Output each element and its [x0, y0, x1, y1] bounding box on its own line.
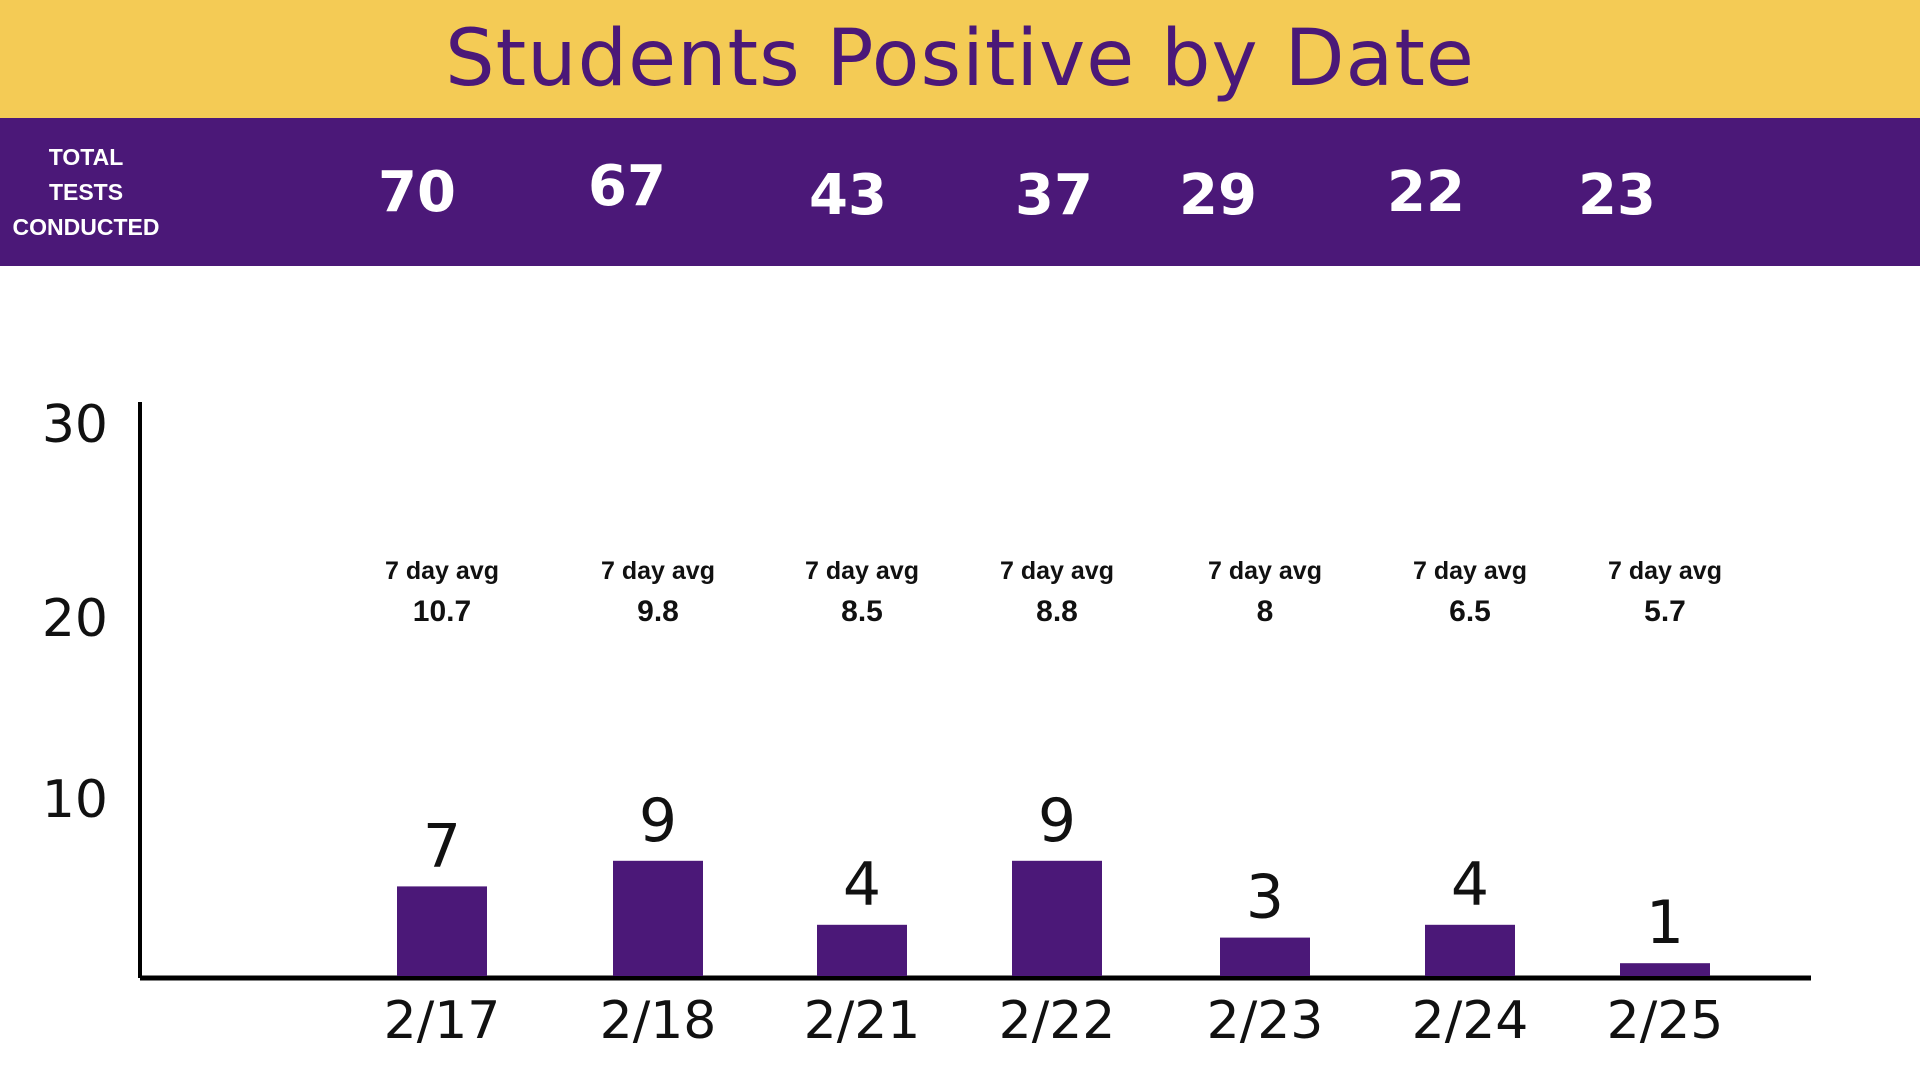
- seven-day-avg-caption: 7 day avg: [1208, 557, 1322, 585]
- bar-2-17: [397, 886, 487, 976]
- seven-day-avg-value: 8: [1257, 595, 1274, 628]
- bar-2-21: [817, 924, 907, 976]
- x-tick-label: 2/24: [1412, 991, 1529, 1051]
- seven-day-avg-value: 9.8: [637, 595, 679, 628]
- bar-2-18: [613, 860, 703, 976]
- seven-day-avg-caption: 7 day avg: [805, 557, 919, 585]
- bar-value-label: 1: [1646, 888, 1684, 958]
- y-tick-label: 20: [42, 589, 108, 649]
- seven-day-avg-value: 5.7: [1644, 595, 1686, 628]
- tests-count-3: 37: [1015, 163, 1093, 228]
- bar-2-25: [1620, 963, 1710, 976]
- y-tick-label: 10: [42, 770, 108, 830]
- seven-day-avg-caption: 7 day avg: [601, 557, 715, 585]
- tests-label-line: TESTS: [48, 179, 124, 205]
- x-tick-label: 2/17: [384, 991, 501, 1051]
- seven-day-avg-value: 6.5: [1449, 595, 1491, 628]
- bar-value-label: 4: [843, 850, 881, 920]
- x-tick-label: 2/18: [600, 991, 717, 1051]
- seven-day-avg-value: 8.8: [1036, 595, 1078, 628]
- bar-value-label: 3: [1246, 863, 1284, 933]
- tests-count-5: 22: [1387, 160, 1465, 225]
- tests-conducted-bar: TOTAL TESTS CONDUCTED 70 67 43 37 29 22 …: [0, 118, 1920, 266]
- x-tick-label: 2/21: [804, 991, 921, 1051]
- bar-value-label: 9: [639, 786, 677, 856]
- tests-count-0: 70: [378, 160, 456, 225]
- tests-conducted-label: TOTAL TESTS CONDUCTED: [0, 140, 172, 245]
- tests-count-1: 67: [588, 154, 666, 219]
- tests-count-6: 23: [1578, 163, 1656, 228]
- positive-bar-chart: 10 20 30 7 7 day avg 10.7 2/17 9 7 day avg 9.8 2/1…: [42, 395, 1811, 1051]
- bar-value-label: 7: [423, 811, 461, 881]
- page-title: Students Positive by Date: [445, 14, 1475, 104]
- bar-2-22: [1012, 860, 1102, 976]
- x-tick-label: 2/23: [1207, 991, 1324, 1051]
- seven-day-avg-caption: 7 day avg: [1608, 557, 1722, 585]
- seven-day-avg-caption: 7 day avg: [385, 557, 499, 585]
- bar-2-23: [1220, 937, 1310, 976]
- y-tick-label: 30: [42, 395, 108, 455]
- x-tick-label: 2/25: [1607, 991, 1724, 1051]
- title-bar: Students Positive by Date: [0, 0, 1920, 118]
- bar-2-24: [1425, 924, 1515, 976]
- seven-day-avg-value: 10.7: [413, 595, 471, 628]
- tests-count-4: 29: [1179, 163, 1257, 228]
- x-tick-label: 2/22: [999, 991, 1116, 1051]
- bar-value-label: 4: [1451, 850, 1489, 920]
- tests-count-2: 43: [809, 163, 887, 228]
- seven-day-avg-caption: 7 day avg: [1413, 557, 1527, 585]
- seven-day-avg-value: 8.5: [841, 595, 883, 628]
- tests-label-line: TOTAL: [48, 144, 124, 170]
- tests-label-line: CONDUCTED: [12, 214, 160, 240]
- bar-value-label: 9: [1038, 786, 1076, 856]
- seven-day-avg-caption: 7 day avg: [1000, 557, 1114, 585]
